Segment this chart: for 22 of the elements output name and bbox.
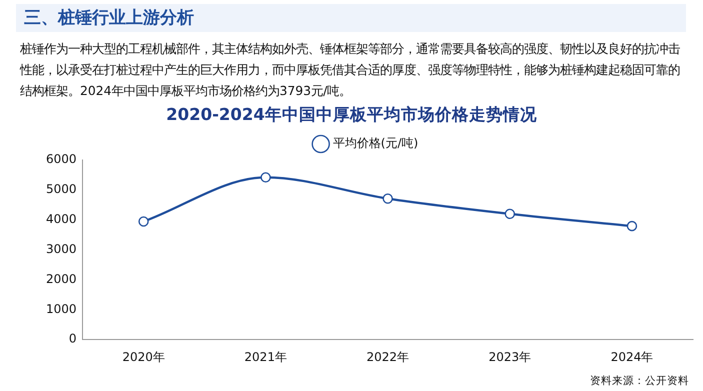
y-tick-label: 4000	[46, 212, 77, 226]
y-tick-label: 5000	[46, 182, 77, 196]
point	[260, 172, 271, 183]
x-tick-label: 2022年	[366, 350, 410, 364]
x-tick-label: 2023年	[488, 350, 532, 364]
x-tick-label: 2024年	[610, 350, 654, 364]
y-tick-label: 6000	[46, 152, 77, 166]
point	[138, 216, 149, 227]
x-tick-label: 2020年	[122, 350, 165, 364]
legend-label: 平均价格(元/吨)	[332, 136, 418, 150]
x-tick-label: 2021年	[244, 350, 287, 364]
y-tick-label: 2000	[46, 272, 77, 286]
y-tick-label: 0	[68, 332, 77, 346]
text: 资料来源：公开资料	[590, 374, 689, 388]
text: 三、桩锤行业上游分析	[16, 4, 686, 32]
chart-title: 2020-2024年中国中厚板平均市场价格走势情况	[165, 104, 538, 126]
y-tick-label: 1000	[46, 302, 77, 316]
text: 桩锤作为一种大型的工程机械部件，其主体结构如外壳、锤体框架等部分，通常需要具备较高的强度、韧性以及良好的抗冲击性能，以承受在打桩过程中产生的巨大作用力，而中厚板凭借其合适的厚度、强度等物理特性，能够为桩锤构建起稳固可靠的结构框架。2024年中国中厚板平均市场价格约为3793元/吨。	[20, 40, 681, 100]
point	[382, 193, 393, 204]
point	[626, 220, 638, 232]
y-tick-label: 3000	[46, 242, 77, 256]
point	[504, 208, 516, 220]
